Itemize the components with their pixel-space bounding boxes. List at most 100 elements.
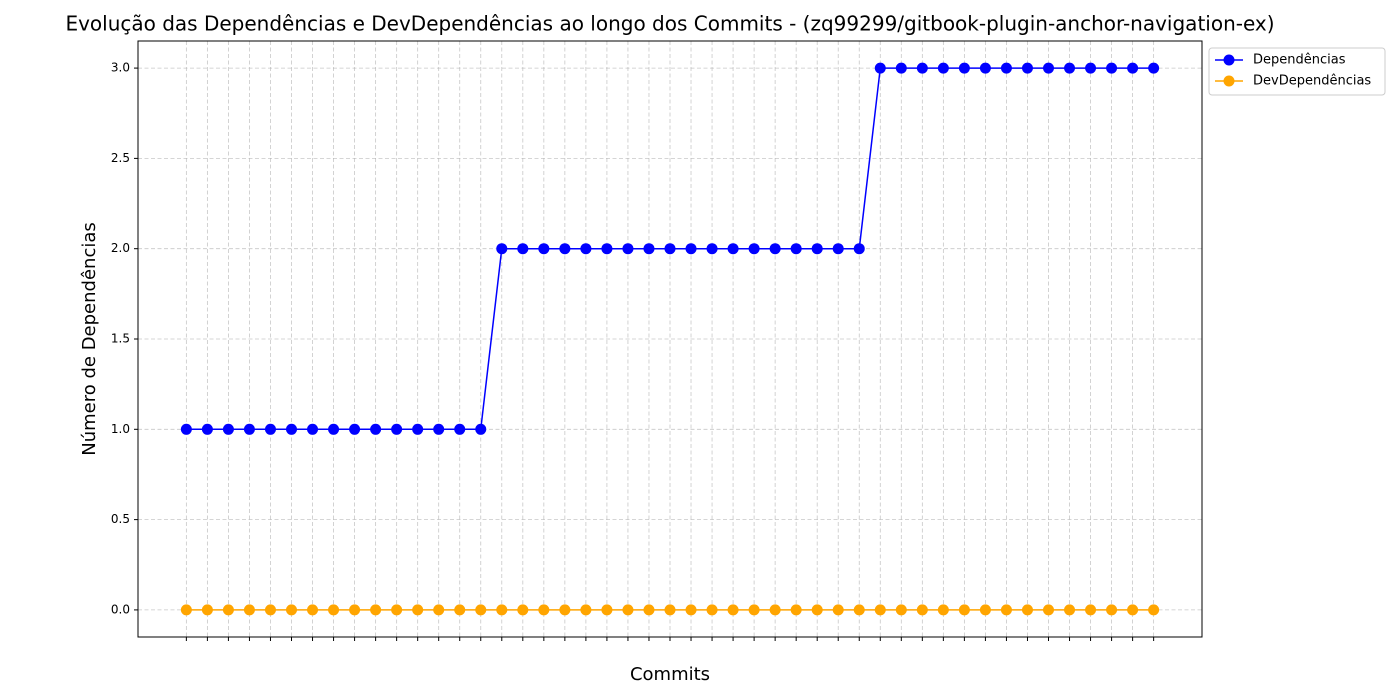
point (685, 604, 697, 616)
y-tick-label: 0.5 (111, 512, 130, 526)
y-tick-label: 3.0 (111, 61, 130, 75)
point (706, 243, 718, 255)
point (1021, 604, 1033, 616)
legend-marker (1223, 75, 1235, 87)
point (1106, 62, 1118, 74)
point (180, 604, 192, 616)
point (433, 604, 445, 616)
point (328, 604, 340, 616)
point (769, 604, 781, 616)
y-tick-label: 2.0 (111, 241, 130, 255)
point (958, 604, 970, 616)
y-tick-label: 1.0 (111, 422, 130, 436)
point (664, 243, 676, 255)
point (243, 423, 255, 435)
y-tick-label: 2.5 (111, 151, 130, 165)
legend-label: DevDependências (1253, 74, 1371, 89)
point (412, 604, 424, 616)
point (538, 604, 550, 616)
y-tick-label: 0.0 (111, 602, 130, 616)
point (1042, 62, 1054, 74)
point (454, 423, 466, 435)
point (391, 604, 403, 616)
chart-title: Evolução das Dependências e DevDependênc… (65, 12, 1274, 36)
point (517, 243, 529, 255)
point (1148, 604, 1160, 616)
point (937, 604, 949, 616)
point (853, 604, 865, 616)
y-axis-label: Número de Dependências (79, 222, 100, 456)
point (307, 423, 319, 435)
point (811, 604, 823, 616)
point (706, 604, 718, 616)
legend-label: Dependências (1253, 53, 1346, 68)
point (286, 423, 298, 435)
point (916, 62, 928, 74)
point (349, 604, 361, 616)
point (1127, 62, 1139, 74)
point (874, 604, 886, 616)
point (1064, 62, 1076, 74)
point (832, 604, 844, 616)
point (243, 604, 255, 616)
point (433, 423, 445, 435)
x-axis-label: Commits (630, 664, 710, 685)
point (222, 423, 234, 435)
point (222, 604, 234, 616)
point (328, 423, 340, 435)
y-tick-label: 1.5 (111, 332, 130, 346)
point (475, 423, 487, 435)
point (201, 604, 213, 616)
point (391, 423, 403, 435)
point (622, 243, 634, 255)
plot-frame (137, 40, 1203, 638)
point (727, 243, 739, 255)
point (1064, 604, 1076, 616)
point (790, 604, 802, 616)
point (264, 423, 276, 435)
point (832, 243, 844, 255)
point (1085, 62, 1097, 74)
point (643, 243, 655, 255)
point (853, 243, 865, 255)
point (601, 243, 613, 255)
point (580, 243, 592, 255)
point (1021, 62, 1033, 74)
point (1000, 604, 1012, 616)
point (979, 62, 991, 74)
point (1085, 604, 1097, 616)
point (307, 604, 319, 616)
point (601, 604, 613, 616)
point (1000, 62, 1012, 74)
point (748, 604, 760, 616)
point (496, 243, 508, 255)
point (370, 604, 382, 616)
point (496, 604, 508, 616)
legend-marker (1223, 54, 1235, 66)
point (727, 604, 739, 616)
point (979, 604, 991, 616)
point (412, 423, 424, 435)
point (769, 243, 781, 255)
point (790, 243, 802, 255)
point (895, 62, 907, 74)
point (685, 243, 697, 255)
point (1148, 62, 1160, 74)
point (286, 604, 298, 616)
point (264, 604, 276, 616)
point (559, 604, 571, 616)
point (201, 423, 213, 435)
point (874, 62, 886, 74)
point (811, 243, 823, 255)
point (517, 604, 529, 616)
point (180, 423, 192, 435)
point (454, 604, 466, 616)
point (895, 604, 907, 616)
point (622, 604, 634, 616)
point (916, 604, 928, 616)
point (370, 423, 382, 435)
point (580, 604, 592, 616)
point (748, 243, 760, 255)
point (559, 243, 571, 255)
